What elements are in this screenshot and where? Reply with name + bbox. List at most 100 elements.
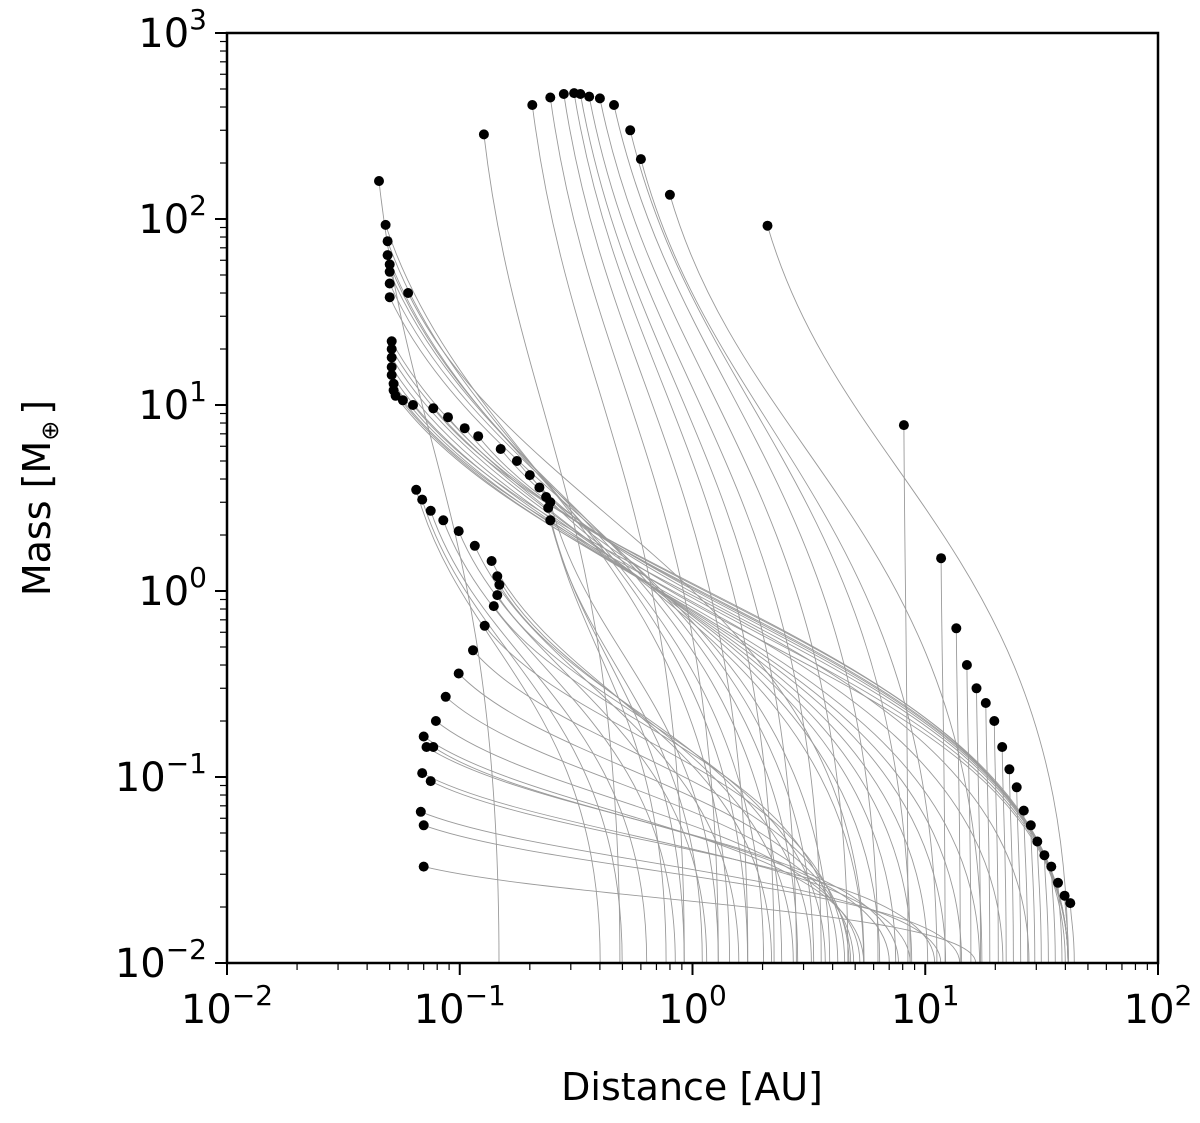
final-point	[438, 515, 449, 526]
growth-track	[985, 702, 991, 964]
growth-track	[531, 104, 685, 964]
growth-track	[420, 811, 942, 964]
final-point	[384, 292, 395, 303]
final-point	[971, 683, 982, 694]
growth-track	[549, 502, 719, 964]
final-point	[469, 540, 480, 551]
growth-track	[1057, 882, 1063, 964]
y-axis-title-main: Mass [M	[15, 441, 59, 596]
growth-track	[599, 98, 849, 964]
growth-track	[415, 489, 601, 964]
final-point	[403, 288, 414, 298]
growth-track	[378, 180, 500, 964]
final-point	[1011, 782, 1022, 793]
final-point	[1053, 877, 1063, 888]
growth-track	[563, 93, 749, 964]
x-tick-label: 102	[1124, 979, 1193, 1033]
growth-track	[423, 824, 961, 964]
final-point	[961, 660, 972, 670]
growth-track	[389, 271, 799, 964]
growth-track	[640, 158, 938, 964]
final-point	[1059, 890, 1070, 901]
growth-track	[496, 594, 826, 964]
final-point	[415, 806, 426, 817]
final-point	[417, 768, 428, 779]
growth-track	[395, 395, 981, 964]
growth-track	[573, 93, 775, 964]
growth-track	[402, 400, 1004, 964]
final-point	[428, 403, 439, 414]
growth-track	[976, 688, 981, 964]
y-tick-label: 10−2	[115, 933, 207, 987]
final-point	[625, 125, 636, 136]
y-tick-label: 10−1	[115, 747, 207, 801]
growth-track	[442, 520, 676, 964]
growth-track	[496, 576, 794, 964]
final-point	[374, 176, 384, 186]
final-point	[408, 400, 418, 410]
final-point	[545, 497, 556, 508]
growth-track	[966, 664, 972, 964]
growth-track	[474, 545, 740, 964]
growth-track	[993, 720, 999, 964]
final-point	[980, 698, 991, 708]
growth-track	[613, 104, 879, 964]
final-points	[374, 88, 1076, 909]
final-point	[1046, 861, 1057, 872]
growth-track	[391, 366, 913, 964]
growth-track	[387, 254, 765, 964]
growth-track	[1064, 895, 1070, 964]
growth-track	[549, 97, 719, 964]
final-point	[524, 470, 535, 481]
final-point	[492, 590, 503, 601]
final-point	[609, 100, 619, 110]
final-point	[1039, 850, 1050, 861]
growth-track	[387, 241, 749, 964]
final-point	[664, 189, 675, 200]
final-point	[386, 352, 397, 363]
growth-track	[435, 720, 861, 964]
growth-track	[1069, 903, 1075, 964]
growth-track	[1050, 866, 1056, 964]
growth-track	[579, 93, 797, 964]
growth-track	[393, 383, 947, 964]
y-tick-label: 103	[138, 3, 207, 57]
final-point	[380, 219, 391, 230]
final-point	[418, 820, 429, 831]
growth-track	[903, 425, 909, 964]
growth-track	[389, 283, 815, 964]
final-point	[594, 93, 605, 104]
growth-track	[423, 866, 977, 964]
final-point	[425, 776, 436, 787]
growth-track	[1023, 810, 1029, 964]
growth-track	[391, 374, 929, 964]
final-point	[584, 91, 595, 102]
final-point	[386, 370, 397, 380]
growth-track	[1030, 825, 1036, 964]
x-axis-title: Distance [AU]	[561, 1065, 823, 1109]
final-point	[473, 431, 484, 442]
x-tick-label: 10−1	[414, 979, 506, 1033]
final-point	[418, 861, 429, 872]
growth-track	[421, 772, 911, 964]
final-point	[453, 668, 464, 679]
final-point	[511, 456, 522, 466]
growth-track	[1016, 787, 1022, 964]
final-point	[478, 129, 489, 140]
final-point	[762, 220, 773, 231]
final-point	[997, 742, 1008, 752]
final-point	[635, 154, 646, 165]
y-tick-label: 100	[138, 561, 207, 615]
growth-track	[472, 650, 850, 964]
final-point	[425, 505, 436, 516]
final-point	[951, 623, 962, 634]
final-point	[430, 716, 441, 726]
final-point	[989, 716, 1000, 726]
x-tick-label: 10−2	[181, 979, 273, 1033]
growth-track	[1001, 746, 1007, 964]
growth-track	[484, 625, 846, 964]
growth-track	[1036, 841, 1042, 964]
x-axis: 10−2 10−1 100 101 102	[181, 963, 1192, 1033]
growth-track	[430, 780, 936, 964]
growth-track	[393, 390, 963, 964]
